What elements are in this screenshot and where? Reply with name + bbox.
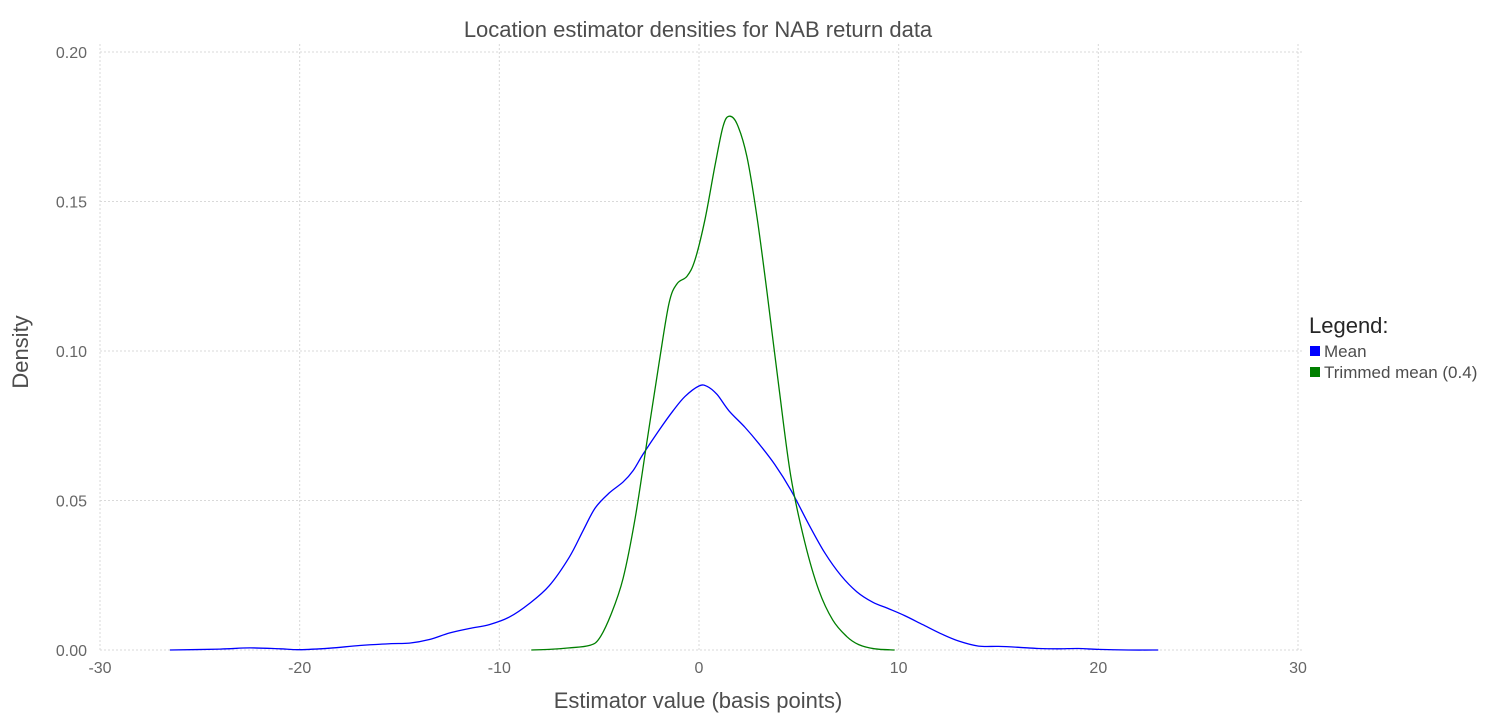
y-axis-ticks: 0.00 0.05 0.10 0.15 0.20	[56, 45, 87, 660]
grid	[99, 44, 1302, 651]
y-tick-label: 0.05	[56, 494, 87, 511]
legend-swatch-mean	[1310, 346, 1320, 356]
series-line-trimmed-mean-0-4	[531, 115, 895, 651]
y-axis-label: Density	[8, 315, 33, 388]
x-axis-ticks: -30 -20 -10 0 10 20 30	[88, 660, 1307, 677]
x-axis-label: Estimator value (basis points)	[554, 688, 843, 713]
x-tick-label: 30	[1289, 660, 1307, 677]
x-tick-label: -10	[488, 660, 511, 677]
series-line-mean	[169, 384, 1159, 651]
x-tick-label: 20	[1089, 660, 1107, 677]
legend-items: Mean Trimmed mean (0.4)	[1310, 342, 1477, 382]
chart-title: Location estimator densities for NAB ret…	[464, 17, 933, 42]
x-tick-label: 0	[695, 660, 704, 677]
legend-label-trimmed-mean-0-4: Trimmed mean (0.4)	[1324, 363, 1477, 382]
series-lines	[169, 115, 1159, 651]
y-tick-label: 0.00	[56, 643, 87, 660]
x-tick-label: -30	[88, 660, 111, 677]
x-tick-label: -20	[288, 660, 311, 677]
y-tick-label: 0.20	[56, 45, 87, 62]
legend: Legend: Mean Trimmed mean (0.4)	[1309, 313, 1477, 382]
y-tick-label: 0.10	[56, 344, 87, 361]
legend-swatch-trimmed-mean-0-4	[1310, 367, 1320, 377]
y-tick-label: 0.15	[56, 195, 87, 212]
x-tick-label: 10	[890, 660, 908, 677]
legend-title: Legend:	[1309, 313, 1389, 338]
legend-label-mean: Mean	[1324, 342, 1367, 361]
